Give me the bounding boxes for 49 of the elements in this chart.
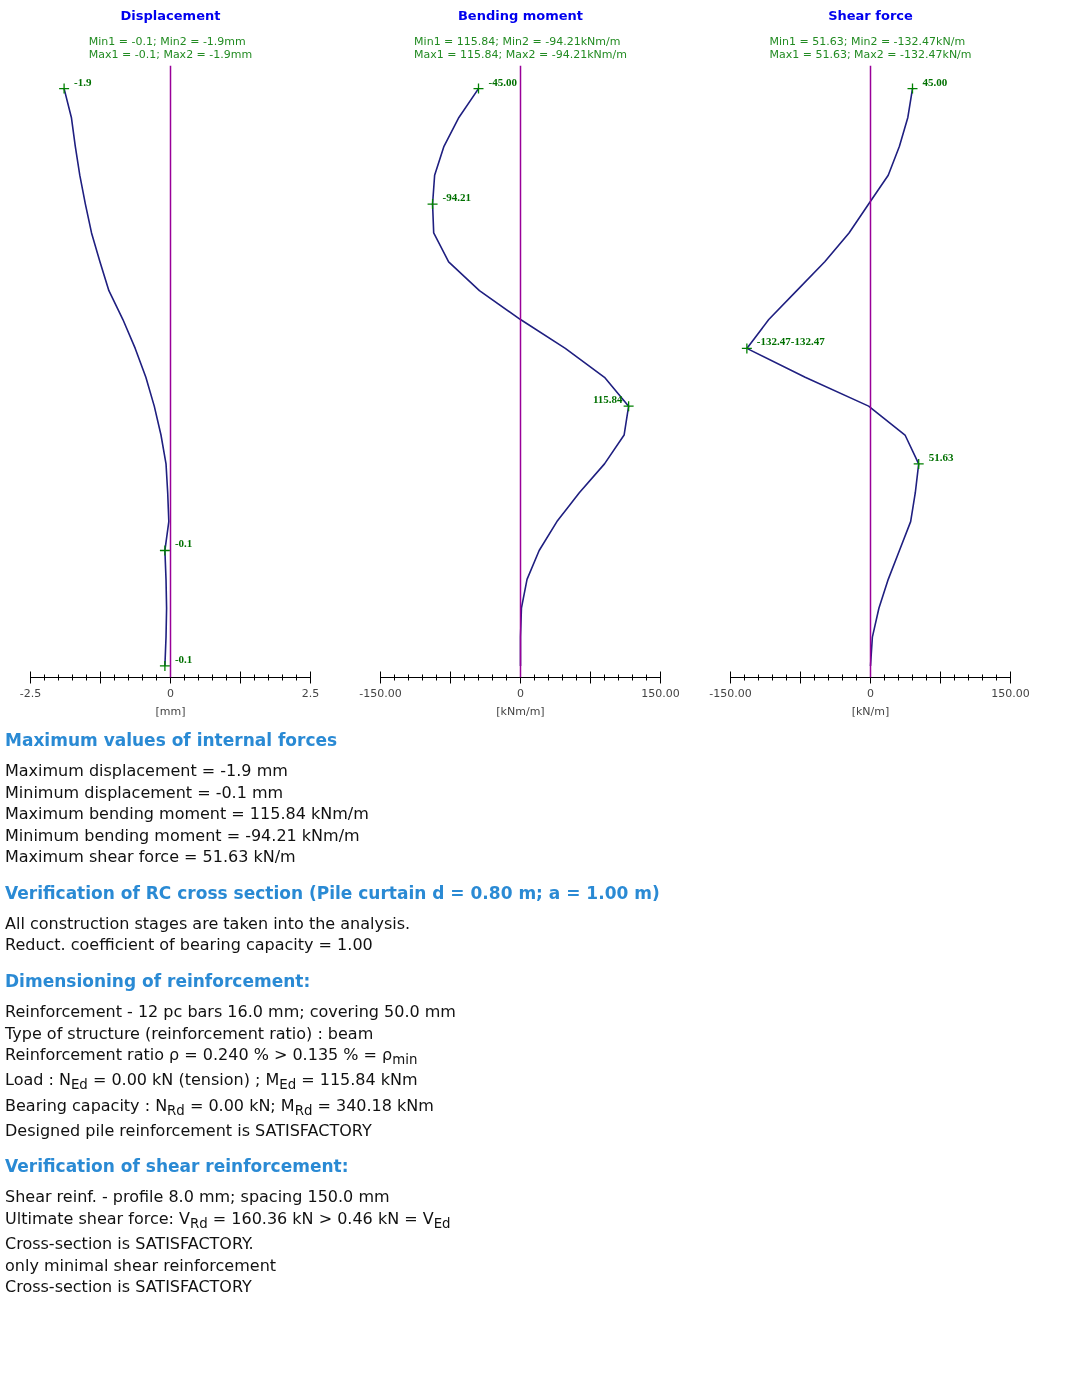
text: Verification of shear reinforcement: bbox=[5, 1155, 350, 1179]
text: Cross-section is SATISFACTORY bbox=[5, 1276, 253, 1298]
data-label: 45.00 bbox=[922, 75, 948, 88]
text: Reinforcement ratio ρ = 0.240 % > 0.135 % = ρ$_{min}$ bbox=[5, 1044, 419, 1070]
data-label: 115.84 bbox=[592, 393, 624, 406]
text: only minimal shear reinforcement bbox=[5, 1254, 278, 1277]
x-tick-label: 0 bbox=[167, 686, 174, 700]
data-label: -132.47-132.47 bbox=[756, 335, 826, 348]
text: Type of structure (reinforcement ratio) : beam bbox=[5, 1022, 375, 1045]
text: Load : N$_{Ed}$ = 0.00 kN (tension) ; M$_{Ed}$ = 115.84 kNm bbox=[5, 1069, 419, 1095]
x-tick-label: 0 bbox=[517, 686, 524, 700]
x-tick-label: 0 bbox=[867, 686, 874, 700]
data-label: -94.21 bbox=[442, 191, 471, 204]
chart-subtitle: Min1 = 115.84; Min2 = -94.21kNm/m Max1 = 115.84; Max2 = -94.21kNm/m bbox=[414, 34, 627, 61]
text: Minimum bending moment = -94.21 kNm/m bbox=[5, 824, 361, 847]
data-label: -45.00 bbox=[488, 75, 518, 88]
text: Cross-section is SATISFACTORY. bbox=[5, 1232, 255, 1255]
data-label: -0.1 bbox=[174, 652, 193, 665]
x-tick-label: -150.00 bbox=[359, 686, 402, 700]
chart-subtitle: Min1 = -0.1; Min2 = -1.9mm Max1 = -0.1; Max2 = -1.9mm bbox=[88, 34, 253, 61]
chart-title: Shear force bbox=[828, 7, 914, 23]
chart-title: Displacement bbox=[120, 7, 221, 23]
x-tick-label: 2.5 bbox=[301, 686, 320, 700]
x-axis-title: [mm] bbox=[155, 704, 186, 718]
data-label: -0.1 bbox=[174, 537, 193, 550]
text: Dimensioning of reinforcement: bbox=[5, 970, 312, 993]
text: Ultimate shear force: V$_{Rd}$ = 160.36 kN > 0.46 kN = V$_{Ed}$ bbox=[5, 1207, 451, 1233]
x-axis-title: [kN/m] bbox=[851, 704, 890, 718]
text: Maximum bending moment = 115.84 kNm/m bbox=[5, 803, 369, 825]
text: Maximum displacement = -1.9 mm bbox=[5, 759, 289, 782]
text: Maximum shear force = 51.63 kN/m bbox=[5, 846, 297, 868]
text: Verification of RC cross section (Pile curtain d = 0.80 m; a = 1.00 m) bbox=[5, 881, 660, 905]
text: All construction stages are taken into the analysis. bbox=[5, 912, 412, 935]
chart-subtitle: Min1 = 51.63; Min2 = -132.47kN/m Max1 = 51.63; Max2 = -132.47kN/m bbox=[769, 34, 972, 61]
text: Shear reinf. - profile 8.0 mm; spacing 150.0 mm bbox=[5, 1186, 391, 1208]
text: Maximum values of internal forces bbox=[5, 729, 339, 752]
data-label: -1.9 bbox=[74, 75, 93, 88]
text: Minimum displacement = -0.1 mm bbox=[5, 781, 285, 804]
text: Reduct. coefficient of bearing capacity = 1.00 bbox=[5, 934, 374, 957]
x-tick-label: -2.5 bbox=[19, 686, 42, 700]
x-axis-title: [kNm/m] bbox=[496, 704, 545, 718]
x-tick-label: 150.00 bbox=[641, 686, 680, 700]
data-label: 51.63 bbox=[928, 450, 954, 463]
text: Bearing capacity : N$_{Rd}$ = 0.00 kN; M$_{Rd}$ = 340.18 kNm bbox=[5, 1094, 435, 1120]
text: Reinforcement - 12 pc bars 16.0 mm; covering 50.0 mm bbox=[5, 1000, 456, 1023]
x-tick-label: 150.00 bbox=[991, 686, 1030, 700]
x-tick-label: -150.00 bbox=[709, 686, 752, 700]
text: Designed pile reinforcement is SATISFACTORY bbox=[5, 1119, 373, 1142]
chart-title: Bending moment bbox=[457, 7, 584, 23]
